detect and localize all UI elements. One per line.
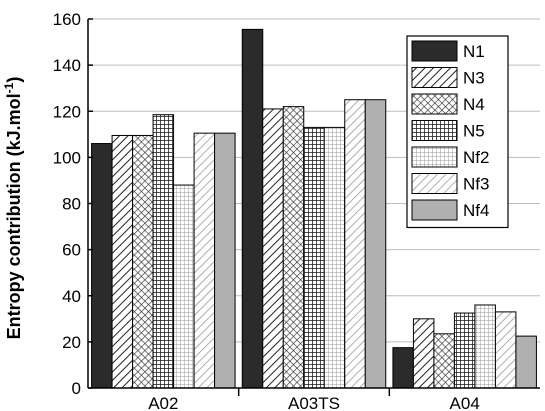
y-tick-label: 80 [62,195,81,214]
legend-label-n3: N3 [463,69,485,88]
bar-n5-a03ts [303,126,325,389]
bar-n4-a02 [132,134,154,389]
x-tick-label: A04 [450,394,480,411]
y-tick-label: 120 [53,102,81,121]
x-tick-labels: A02 A03TS A04 [148,394,480,411]
bar-nf3-a02 [193,132,216,389]
legend-label-n1: N1 [463,42,485,61]
y-axis-title: Entropy contribution (kJ.mol-1) [2,77,24,340]
y-tick-label: 60 [62,241,81,260]
legend-swatch-nf4 [411,199,458,221]
y-tick-label: 140 [53,56,81,75]
bar-n4-a04 [433,333,455,389]
bar-nf3-a03ts [344,99,366,389]
legend-label-n4: N4 [463,95,485,114]
bar-n5-a04 [453,312,476,389]
y-tick-label: 40 [62,287,81,306]
legend-swatch-n5 [411,120,458,141]
y-tick-label: 100 [53,148,81,167]
bar-n5-a02 [152,114,175,389]
legend-swatch-n3 [411,67,458,88]
legend: N1 N3 N4 N5 Nf2 Nf3 Nf4 [406,35,509,229]
legend-swatch-nf2 [411,146,458,168]
bar-n3-a03ts [262,108,284,389]
bar-n1-a02 [91,143,113,389]
bar-nf3-a04 [494,311,517,389]
legend-swatch-n1 [411,40,458,62]
x-tick-label: A02 [148,394,178,411]
x-tick-label: A03TS [288,394,340,411]
bar-n4-a03ts [282,106,305,389]
bar-nf4-a04 [515,335,537,389]
legend-label-nf4: Nf4 [463,201,489,220]
y-tick-label: 0 [72,379,81,398]
axes [87,18,540,396]
legend-swatch-n4 [411,93,458,115]
bar-nf2-a03ts [323,126,346,389]
y-tick-labels: 0 20 40 60 80 100 120 140 160 [53,10,81,398]
bar-n3-a02 [111,134,134,389]
y-tick-label: 160 [53,10,81,29]
bar-n3-a04 [412,318,435,389]
legend-label-nf2: Nf2 [463,148,489,167]
bar-n1-a04 [392,347,414,389]
bar-n1-a03ts [241,28,264,389]
bar-nf2-a02 [173,184,195,389]
legend-swatch-nf3 [411,173,458,194]
y-tick-label: 20 [62,333,81,352]
legend-label-nf3: Nf3 [463,175,489,194]
bar-nf4-a02 [214,132,236,389]
bar-nf4-a03ts [364,99,387,389]
bar-nf2-a04 [474,304,496,389]
legend-label-n5: N5 [463,122,485,141]
